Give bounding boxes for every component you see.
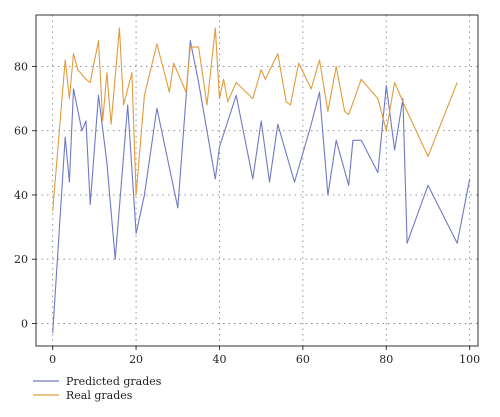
series-real-grades-line bbox=[52, 27, 458, 212]
grid bbox=[36, 15, 478, 346]
x-tick-label: 100 bbox=[459, 353, 480, 366]
y-tick-label: 60 bbox=[14, 125, 28, 138]
x-tick-label: 40 bbox=[212, 353, 226, 366]
axis-ticks: 0 20 40 60 80 100 0 20 40 60 80 bbox=[14, 60, 480, 366]
y-tick-label: 40 bbox=[14, 189, 28, 202]
series-predicted-grades-line bbox=[52, 40, 471, 334]
plot-frame bbox=[35, 14, 479, 347]
x-tick-label: 80 bbox=[379, 353, 393, 366]
y-tick-label: 0 bbox=[21, 318, 28, 331]
y-tick-label: 20 bbox=[14, 253, 28, 266]
x-tick-label: 60 bbox=[296, 353, 310, 366]
x-tick-label: 0 bbox=[49, 353, 56, 366]
x-tick-label: 20 bbox=[129, 353, 143, 366]
legend: Predicted grades Real grades bbox=[33, 375, 162, 402]
series-lines bbox=[52, 27, 471, 334]
legend-label-predicted: Predicted grades bbox=[66, 375, 162, 388]
legend-label-real: Real grades bbox=[66, 389, 133, 402]
y-tick-label: 80 bbox=[14, 60, 28, 73]
